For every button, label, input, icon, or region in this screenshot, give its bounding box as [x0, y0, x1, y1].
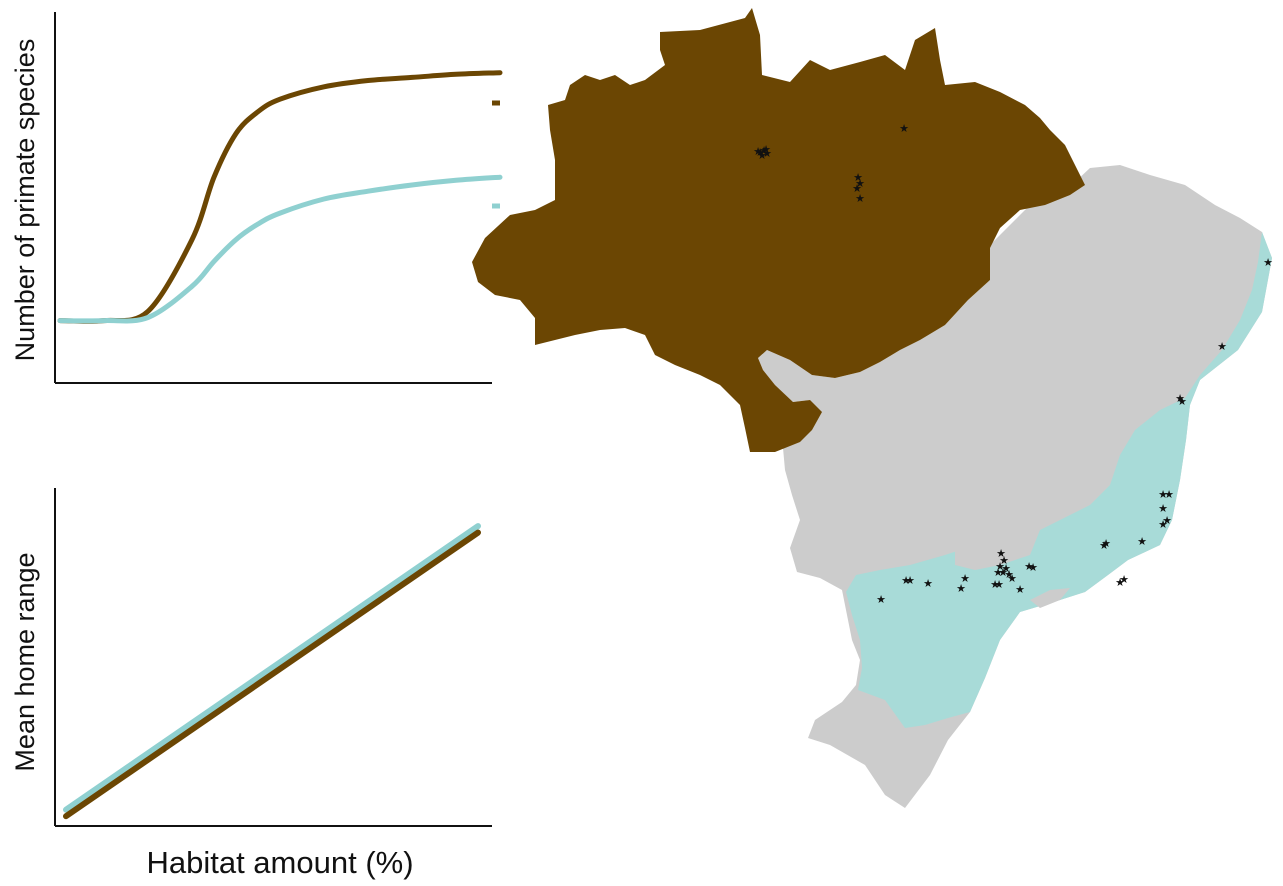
occurrence-marker-43: ★ — [876, 593, 886, 606]
occurrence-marker-24: ★ — [1115, 576, 1125, 589]
occurrence-marker-31: ★ — [993, 566, 1003, 579]
occurrence-marker-20: ★ — [1137, 535, 1147, 548]
occurrence-marker-40: ★ — [923, 577, 933, 590]
occurrence-marker-37: ★ — [994, 578, 1004, 591]
occurrence-marker-17: ★ — [1158, 502, 1168, 515]
occurrence-marker-26: ★ — [999, 554, 1009, 567]
occurrence-marker-9: ★ — [852, 182, 862, 195]
map-region-amazon — [472, 8, 1085, 452]
occurrence-marker-11: ★ — [1263, 256, 1273, 269]
occurrence-marker-0: ★ — [755, 146, 765, 159]
top-y-axis-label: Number of primate species — [10, 39, 40, 362]
occurrence-marker-8: ★ — [855, 177, 865, 190]
occurrence-marker-3: ★ — [757, 149, 767, 162]
occurrence-marker-4: ★ — [753, 145, 763, 158]
occurrence-marker-30: ★ — [1004, 568, 1014, 581]
occurrence-marker-16: ★ — [1164, 488, 1174, 501]
bottom-series-atlantic-line — [63, 523, 481, 813]
bottom-y-axis-label: Mean home range — [10, 552, 40, 771]
map-region-other-biomes-inland — [955, 520, 1040, 570]
occurrence-marker-19: ★ — [1158, 518, 1168, 531]
bottom-panel: Mean home range Habitat amount (%) — [10, 488, 492, 880]
occurrence-marker-39: ★ — [956, 582, 966, 595]
map-region-other-biomes-south — [858, 690, 905, 735]
occurrence-marker-18: ★ — [1162, 514, 1172, 527]
occurrence-marker-32: ★ — [1024, 560, 1034, 573]
occurrence-marker-38: ★ — [960, 572, 970, 585]
occurrence-marker-15: ★ — [1158, 488, 1168, 501]
occurrence-marker-12: ★ — [1217, 340, 1227, 353]
bottom-x-axis-label: Habitat amount (%) — [146, 845, 413, 880]
map-region-atlantic-forest — [846, 232, 1272, 728]
occurrence-marker-28: ★ — [1001, 562, 1011, 575]
occurrence-marker-2: ★ — [762, 147, 772, 160]
occurrence-marker-29: ★ — [998, 566, 1008, 579]
occurrence-marker-5: ★ — [761, 143, 771, 156]
occurrence-marker-13: ★ — [1177, 395, 1187, 408]
occurrence-marker-23: ★ — [1119, 573, 1129, 586]
occurrence-marker-36: ★ — [990, 578, 1000, 591]
bottom-series-amazon-line — [63, 529, 481, 820]
occurrence-marker-25: ★ — [996, 547, 1006, 560]
brazil-map — [472, 8, 1272, 808]
occurrence-marker-33: ★ — [1028, 561, 1038, 574]
occurrence-marker-21: ★ — [1101, 537, 1111, 550]
occurrence-markers: ★★★★★★★★★★★★★★★★★★★★★★★★★★★★★★★★ ★★★★★★★★… — [753, 122, 1273, 606]
occurrence-marker-10: ★ — [855, 192, 865, 205]
occurrence-marker-6: ★ — [899, 122, 909, 135]
map-region-other-biomes-coastal — [1030, 588, 1070, 608]
occurrence-marker-35: ★ — [1015, 583, 1025, 596]
occurrence-marker-14: ★ — [1175, 392, 1185, 405]
top-series-atlantic-line — [57, 174, 503, 324]
top-panel: Number of primate species — [10, 12, 503, 384]
occurrence-marker-27: ★ — [995, 560, 1005, 573]
top-series-amazon-line — [57, 70, 503, 324]
occurrence-marker-22: ★ — [1099, 539, 1109, 552]
occurrence-marker-7: ★ — [853, 171, 863, 184]
occurrence-marker-42: ★ — [901, 574, 911, 587]
occurrence-marker-41: ★ — [905, 574, 915, 587]
occurrence-marker-34: ★ — [1007, 572, 1017, 585]
occurrence-marker-1: ★ — [759, 144, 769, 157]
